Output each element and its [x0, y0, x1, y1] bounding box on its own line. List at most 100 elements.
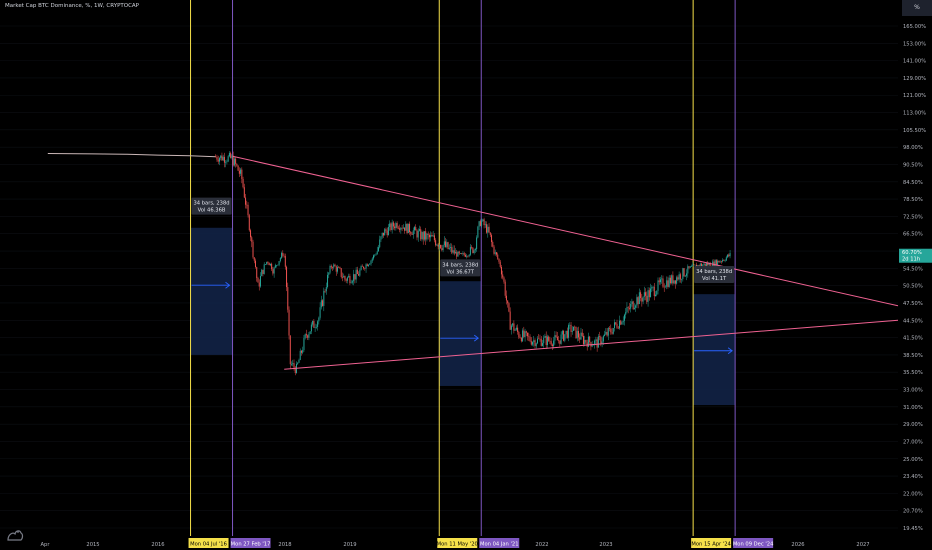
candle-body — [391, 222, 393, 231]
candle-body — [334, 264, 336, 267]
candle-body — [333, 264, 335, 268]
y-tick-label: 84.50% — [903, 180, 923, 186]
candle-body — [401, 227, 403, 229]
candle-body — [544, 335, 546, 338]
y-tick-label: 105.50% — [903, 128, 926, 134]
candle-body — [500, 266, 502, 275]
candle-body — [666, 280, 668, 287]
candle-body — [508, 303, 510, 312]
candle-body — [253, 257, 255, 261]
candle-series — [47, 151, 731, 376]
candle-body — [674, 280, 676, 284]
candle-body — [717, 260, 719, 266]
candle-body — [556, 336, 558, 341]
candle-body — [646, 295, 648, 302]
candle-body — [442, 245, 444, 251]
candle-body — [651, 287, 653, 289]
candle-body — [548, 336, 550, 341]
candle-body — [345, 279, 347, 281]
candle-body — [323, 290, 325, 306]
range-arrow-head — [473, 334, 479, 342]
lower-trendline — [284, 319, 899, 370]
candle-body — [371, 258, 373, 261]
candle-body — [620, 320, 622, 325]
vertical-lines — [190, 0, 736, 536]
candle-body — [448, 247, 450, 249]
candle-body — [655, 294, 657, 297]
candle-body — [257, 278, 259, 283]
candle-body — [353, 274, 355, 282]
trend-lines[interactable] — [232, 155, 899, 370]
candle-body — [636, 297, 638, 306]
x-marker-badge — [479, 538, 520, 548]
candle-body — [469, 247, 471, 255]
candle-body — [555, 335, 557, 337]
candle-body — [227, 156, 229, 162]
x-marker-badge — [230, 538, 271, 548]
candle-body — [684, 275, 686, 277]
candle-body — [409, 223, 411, 233]
candle-body — [561, 330, 563, 335]
candle-body — [648, 290, 650, 298]
candle-body — [509, 311, 511, 330]
y-tick-label: 129.00% — [903, 76, 926, 82]
candle-body — [494, 252, 496, 254]
candle-body — [652, 286, 654, 288]
candle-body — [574, 326, 576, 328]
candle-body — [277, 264, 279, 266]
candle-body — [223, 156, 225, 163]
candle-body — [692, 264, 694, 267]
candle-body — [622, 320, 624, 323]
candle-body — [529, 336, 531, 342]
candle-body — [262, 269, 264, 274]
candle-body — [699, 263, 701, 267]
candle-body — [687, 266, 689, 274]
candle-body — [312, 320, 314, 325]
countdown-label: 2d 11h — [902, 257, 920, 263]
x-tick-label: 2018 — [278, 542, 291, 548]
y-tick-label: 121.00% — [903, 93, 926, 99]
candle-body — [484, 224, 486, 226]
candle-body — [385, 229, 387, 231]
candle-body — [340, 268, 342, 277]
candle-body — [617, 327, 619, 329]
y-axis[interactable]: 165.00% 153.00% 141.00% 129.00% 121.00% 113.0… — [899, 24, 932, 532]
y-tick-label: 33.00% — [903, 388, 923, 394]
candle-body — [457, 251, 459, 257]
candle-body — [560, 334, 562, 344]
candle-body — [698, 265, 700, 267]
x-axis[interactable]: Apr 2015 2016 2018 2019 2022 2023 2026 2027 Mon 0… — [41, 538, 870, 548]
candle-body — [607, 328, 609, 336]
candle-body — [452, 250, 454, 253]
candle-body — [410, 232, 412, 234]
measure-bars-text: 34 bars, 238d — [194, 201, 230, 207]
candle-body — [703, 263, 705, 265]
y-tick-label: 41.50% — [903, 336, 923, 342]
candle-body — [215, 156, 217, 158]
candle-body — [656, 290, 658, 295]
candle-body — [346, 277, 348, 281]
x-marker-label: Mon 09 Dec '24 — [733, 542, 774, 548]
candle-body — [540, 338, 542, 346]
candle-body — [399, 228, 401, 230]
candle-body — [570, 324, 572, 332]
y-tick-label: 44.50% — [903, 318, 923, 324]
candle-body — [474, 249, 476, 251]
candle-body — [302, 350, 304, 353]
range-boxes — [190, 227, 736, 406]
y-tick-label: 31.00% — [903, 405, 923, 411]
percent-scale-button[interactable]: % — [902, 0, 932, 16]
candle-body — [417, 230, 419, 238]
candle-body — [545, 335, 547, 346]
candle-body — [599, 336, 601, 337]
candle-body — [250, 230, 252, 238]
candle-body — [425, 231, 427, 240]
x-tick-label: 2022 — [535, 542, 548, 548]
candle-body — [242, 178, 244, 188]
candle-body — [525, 331, 527, 333]
candle-body — [565, 330, 567, 335]
candle-body — [238, 170, 240, 174]
candle-body — [364, 268, 366, 269]
